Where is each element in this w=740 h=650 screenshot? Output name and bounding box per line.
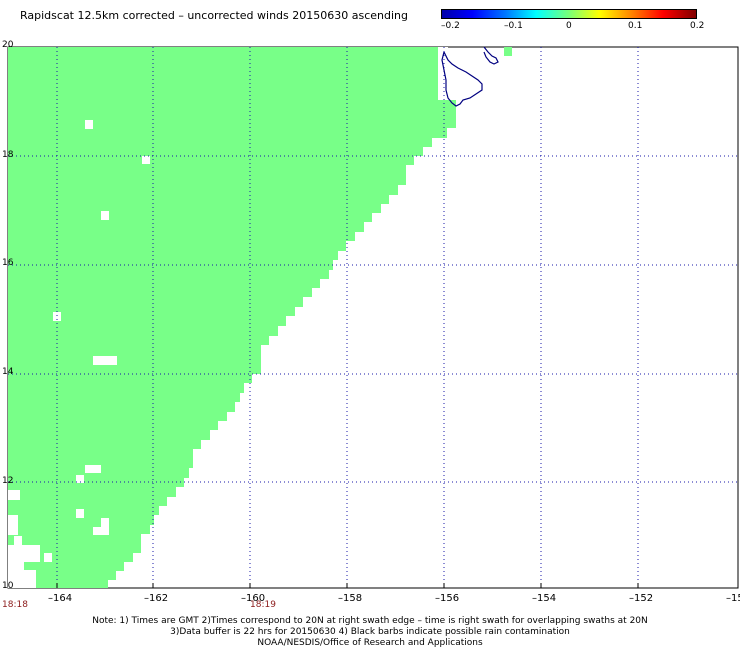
swath-region: [8, 47, 456, 588]
lat-label: 14: [2, 367, 14, 377]
map-grid: [8, 47, 738, 588]
lon-label: –158: [338, 593, 363, 604]
axis-ticks: [56, 583, 639, 588]
coastline-maui: [483, 46, 499, 65]
lon-label: –162: [144, 593, 169, 604]
map-title: Rapidscat 12.5km corrected – uncorrected…: [20, 9, 409, 22]
lon-label: –160: [241, 593, 266, 604]
missing-data-cells: [8, 47, 448, 588]
colorbar-tick-label: 0.2: [690, 21, 705, 31]
footer-credit: NOAA/NESDIS/Office of Research and Appli…: [257, 638, 483, 648]
coastline-hawaii: [441, 51, 483, 107]
colorbar-tick-label: –0.1: [504, 21, 523, 31]
footer-note: Note: 1) Times are GMT 2)Times correspon…: [92, 616, 648, 626]
lat-label: 10: [2, 581, 14, 591]
swath-patch: [504, 47, 512, 56]
lon-label: –15: [726, 593, 740, 604]
colorbar: [441, 9, 697, 19]
lat-label: 16: [2, 258, 14, 268]
time-label: 18:18: [2, 600, 28, 610]
lon-label: –156: [435, 593, 460, 604]
footer-note: 3)Data buffer is 22 hrs for 20150630 4) …: [170, 627, 570, 637]
lat-label: 18: [2, 150, 14, 160]
lat-label: 20: [2, 40, 14, 50]
lon-label: –154: [532, 593, 557, 604]
colorbar-tick-label: 0: [566, 21, 572, 31]
colorbar-tick-label: 0.1: [628, 21, 643, 31]
colorbar-tick-label: –0.2: [441, 21, 460, 31]
lon-label: –164: [48, 593, 73, 604]
lon-label: –152: [629, 593, 654, 604]
lat-label: 12: [2, 476, 14, 486]
time-label: 18:19: [250, 600, 276, 610]
